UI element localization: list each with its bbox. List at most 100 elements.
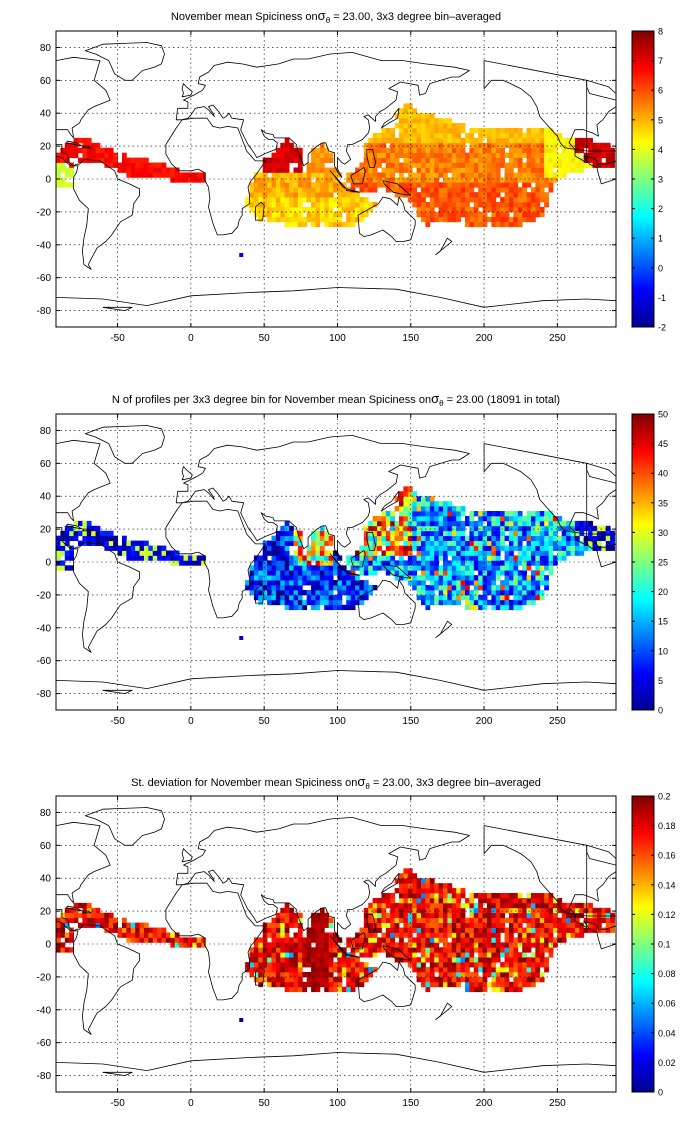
- heatmap-cell: [425, 211, 431, 218]
- heatmap-cell: [557, 902, 563, 909]
- heatmap-cell: [253, 177, 259, 183]
- heatmap-cell: [390, 555, 396, 561]
- heatmap-cell: [460, 540, 466, 546]
- heatmap-cell: [522, 952, 527, 958]
- heatmap-cell: [289, 599, 294, 606]
- heatmap-cell: [438, 525, 444, 532]
- heatmap-cell: [473, 216, 479, 223]
- heatmap-cell: [425, 550, 431, 556]
- heatmap-cell: [447, 932, 453, 938]
- heatmap-cell: [482, 535, 488, 542]
- heatmap-cell: [566, 520, 571, 527]
- heatmap-cell: [399, 525, 404, 532]
- heatmap-cell: [315, 986, 321, 993]
- heatmap-cell: [486, 599, 492, 606]
- heatmap-cell: [359, 589, 365, 596]
- heatmap-cell: [139, 157, 145, 163]
- heatmap-cell: [530, 893, 536, 899]
- heatmap-cell: [429, 932, 435, 938]
- heatmap-cell: [311, 575, 316, 581]
- heatmap-cell: [95, 922, 101, 928]
- heatmap-cell: [539, 893, 545, 899]
- heatmap-cell: [456, 575, 462, 581]
- heatmap-cell: [495, 957, 501, 963]
- heatmap-cell: [77, 157, 83, 163]
- heatmap-cell: [522, 947, 527, 953]
- heatmap-cell: [443, 888, 448, 894]
- heatmap-cell: [399, 123, 404, 129]
- heatmap-cell: [561, 902, 567, 909]
- heatmap-cell: [311, 152, 316, 159]
- heatmap-cell: [333, 570, 338, 576]
- heatmap-cell: [275, 594, 281, 601]
- heatmap-cell: [289, 981, 294, 988]
- heatmap-cell: [535, 957, 541, 963]
- heatmap-cell: [390, 917, 396, 924]
- heatmap-cell: [566, 152, 571, 159]
- heatmap-cell: [196, 937, 202, 943]
- heatmap-cell: [517, 580, 523, 586]
- heatmap-cell: [456, 123, 462, 129]
- heatmap-cell: [403, 103, 409, 109]
- heatmap-cell: [328, 555, 334, 561]
- heatmap-cell: [500, 182, 505, 188]
- heatmap-cell: [539, 545, 545, 551]
- heatmap-cell: [267, 927, 272, 933]
- heatmap-cell: [390, 893, 396, 899]
- heatmap-cell: [513, 221, 519, 228]
- heatmap-cell: [69, 535, 74, 542]
- heatmap-cell: [495, 511, 501, 517]
- heatmap-cell: [530, 157, 536, 163]
- heatmap-cell: [390, 565, 396, 571]
- coastline-path: [255, 584, 265, 604]
- heatmap-cell: [539, 540, 545, 546]
- heatmap-cell: [306, 599, 312, 606]
- heatmap-cell: [121, 540, 127, 546]
- heatmap-cell: [557, 520, 563, 527]
- heatmap-cell: [601, 907, 607, 914]
- heatmap-cell: [522, 187, 527, 193]
- colorbar-tick-label: 0.2: [658, 792, 671, 802]
- heatmap-cell: [544, 202, 549, 208]
- heatmap-cell: [306, 192, 312, 198]
- heatmap-cell: [429, 555, 435, 561]
- heatmap-cell: [456, 912, 462, 919]
- coastline-path: [435, 237, 453, 255]
- heatmap-cell: [504, 177, 510, 183]
- heatmap-cell: [473, 202, 479, 208]
- heatmap-cell: [434, 162, 440, 168]
- heatmap-cell: [302, 981, 308, 988]
- heatmap-cell: [394, 952, 400, 958]
- heatmap-cell: [368, 202, 374, 208]
- heatmap-cell: [407, 560, 413, 566]
- heatmap-cell: [535, 917, 541, 924]
- heatmap-cell: [69, 147, 74, 154]
- heatmap-cell: [113, 152, 118, 159]
- heatmap-cell: [517, 907, 523, 914]
- heatmap-cell: [355, 202, 360, 208]
- heatmap-cell: [82, 137, 88, 144]
- heatmap-cell: [465, 957, 470, 963]
- heatmap-cell: [500, 902, 505, 909]
- heatmap-cell: [421, 118, 426, 124]
- heatmap-cell: [517, 511, 523, 517]
- heatmap-cell: [284, 580, 290, 586]
- heatmap-cell: [526, 137, 532, 144]
- heatmap-cell: [539, 525, 545, 532]
- heatmap-cell: [451, 172, 457, 178]
- heatmap-cell: [60, 535, 66, 542]
- heatmap-cell: [333, 599, 338, 606]
- heatmap-cell: [517, 560, 523, 566]
- heatmap-cell: [64, 525, 70, 532]
- heatmap-cell: [552, 922, 558, 928]
- heatmap-cell: [275, 967, 281, 973]
- heatmap-cell: [535, 947, 541, 953]
- heatmap-cell: [557, 535, 563, 542]
- heatmap-cell: [372, 585, 378, 591]
- heatmap-cell: [297, 589, 303, 596]
- heatmap-cell: [522, 137, 527, 144]
- heatmap-cell: [368, 540, 374, 546]
- heatmap-cell: [359, 197, 365, 203]
- heatmap-cell: [284, 216, 290, 223]
